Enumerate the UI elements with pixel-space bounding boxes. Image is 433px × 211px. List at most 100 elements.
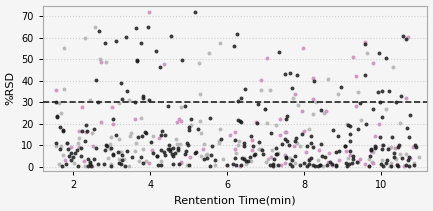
- Point: [173, 138, 180, 141]
- Point: [145, 161, 152, 164]
- Point: [311, 79, 318, 82]
- Point: [86, 162, 93, 165]
- Point: [372, 144, 378, 147]
- Point: [155, 136, 162, 139]
- Point: [204, 152, 211, 156]
- Point: [108, 146, 115, 150]
- Point: [357, 157, 364, 160]
- Point: [269, 164, 276, 167]
- Point: [93, 146, 100, 150]
- Point: [102, 60, 109, 64]
- Point: [150, 151, 157, 154]
- Point: [390, 151, 397, 155]
- Point: [356, 102, 363, 105]
- Point: [366, 158, 373, 161]
- Point: [397, 121, 404, 124]
- Point: [389, 135, 396, 139]
- Point: [403, 38, 410, 41]
- Point: [231, 157, 238, 160]
- Point: [278, 164, 284, 167]
- Point: [362, 122, 369, 125]
- Point: [388, 164, 394, 167]
- Point: [200, 158, 207, 161]
- Point: [248, 135, 255, 138]
- Point: [267, 131, 274, 134]
- Point: [254, 121, 261, 125]
- Point: [139, 97, 146, 100]
- Point: [357, 118, 364, 122]
- Point: [301, 161, 308, 165]
- Point: [169, 154, 176, 158]
- Point: [115, 161, 122, 165]
- Point: [216, 139, 223, 142]
- Point: [75, 145, 82, 149]
- Point: [110, 152, 116, 155]
- Point: [232, 138, 239, 141]
- Point: [200, 142, 207, 145]
- Point: [301, 129, 307, 133]
- Point: [273, 153, 280, 156]
- Point: [387, 165, 394, 168]
- Point: [333, 163, 339, 167]
- Point: [85, 157, 92, 160]
- Point: [216, 127, 223, 130]
- Point: [67, 151, 74, 154]
- Point: [158, 129, 165, 132]
- Point: [69, 156, 76, 159]
- Point: [258, 78, 265, 82]
- Point: [274, 152, 281, 156]
- Point: [306, 162, 313, 166]
- Point: [197, 131, 204, 135]
- Point: [122, 164, 129, 167]
- Point: [366, 154, 373, 158]
- Point: [388, 161, 395, 164]
- Point: [379, 159, 386, 162]
- Point: [349, 158, 356, 161]
- Point: [193, 150, 200, 154]
- Point: [248, 148, 255, 151]
- Point: [267, 163, 274, 166]
- Point: [275, 164, 281, 167]
- Point: [391, 147, 398, 150]
- Point: [157, 65, 164, 68]
- Point: [60, 46, 67, 49]
- Point: [242, 160, 249, 163]
- Point: [402, 152, 409, 156]
- Point: [236, 120, 243, 123]
- Point: [206, 51, 213, 55]
- Point: [101, 162, 108, 166]
- Point: [64, 142, 71, 145]
- Point: [282, 130, 289, 134]
- Point: [262, 107, 268, 110]
- Point: [72, 151, 79, 155]
- Point: [63, 142, 70, 145]
- Point: [134, 135, 141, 138]
- Point: [183, 164, 190, 167]
- Point: [191, 10, 198, 14]
- Point: [207, 116, 214, 120]
- Point: [95, 30, 102, 33]
- Point: [369, 108, 376, 111]
- Point: [178, 160, 185, 163]
- Point: [98, 120, 105, 123]
- Point: [119, 98, 126, 101]
- Point: [142, 131, 149, 135]
- Point: [187, 123, 194, 127]
- Point: [74, 142, 81, 145]
- Point: [182, 149, 189, 153]
- Point: [242, 162, 249, 165]
- Point: [281, 137, 288, 141]
- Point: [291, 92, 298, 95]
- Point: [415, 156, 422, 159]
- Point: [403, 96, 410, 100]
- Point: [138, 116, 145, 119]
- Point: [98, 60, 105, 64]
- Point: [60, 153, 67, 157]
- Point: [291, 161, 298, 164]
- Point: [178, 58, 185, 62]
- Point: [299, 46, 306, 49]
- Point: [117, 151, 124, 154]
- Point: [54, 115, 61, 119]
- Point: [315, 164, 322, 168]
- Point: [320, 112, 327, 115]
